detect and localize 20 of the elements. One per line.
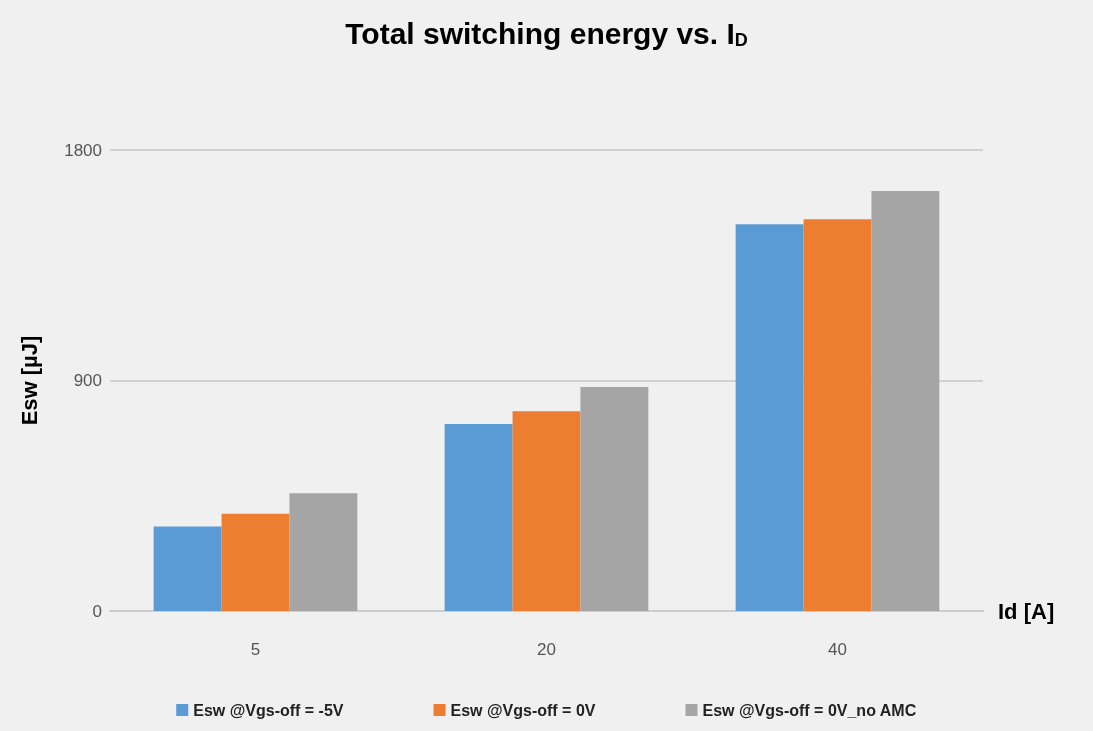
bar xyxy=(735,224,804,611)
bar xyxy=(580,386,649,611)
y-tick-label: 900 xyxy=(73,371,102,390)
bar xyxy=(221,513,290,611)
x-tick-label: 20 xyxy=(537,640,556,659)
bar xyxy=(153,526,222,611)
bar xyxy=(871,190,940,611)
y-tick-label: 0 xyxy=(92,601,102,621)
x-tick-label: 40 xyxy=(828,640,847,659)
bar xyxy=(289,493,358,611)
legend-label: Esw @Vgs-off = 0V_no AMC xyxy=(702,701,917,719)
legend-label: Esw @Vgs-off = -5V xyxy=(193,701,344,719)
x-axis-title: Id [A] xyxy=(998,598,1055,624)
bar xyxy=(512,411,581,611)
y-tick-label: 1800 xyxy=(64,140,102,160)
bar xyxy=(444,424,513,611)
y-axis-title: Esw [µJ] xyxy=(16,335,42,426)
legend-label: Esw @Vgs-off = 0V xyxy=(450,701,596,719)
x-tick-label: 5 xyxy=(250,640,261,659)
bar xyxy=(803,219,872,611)
